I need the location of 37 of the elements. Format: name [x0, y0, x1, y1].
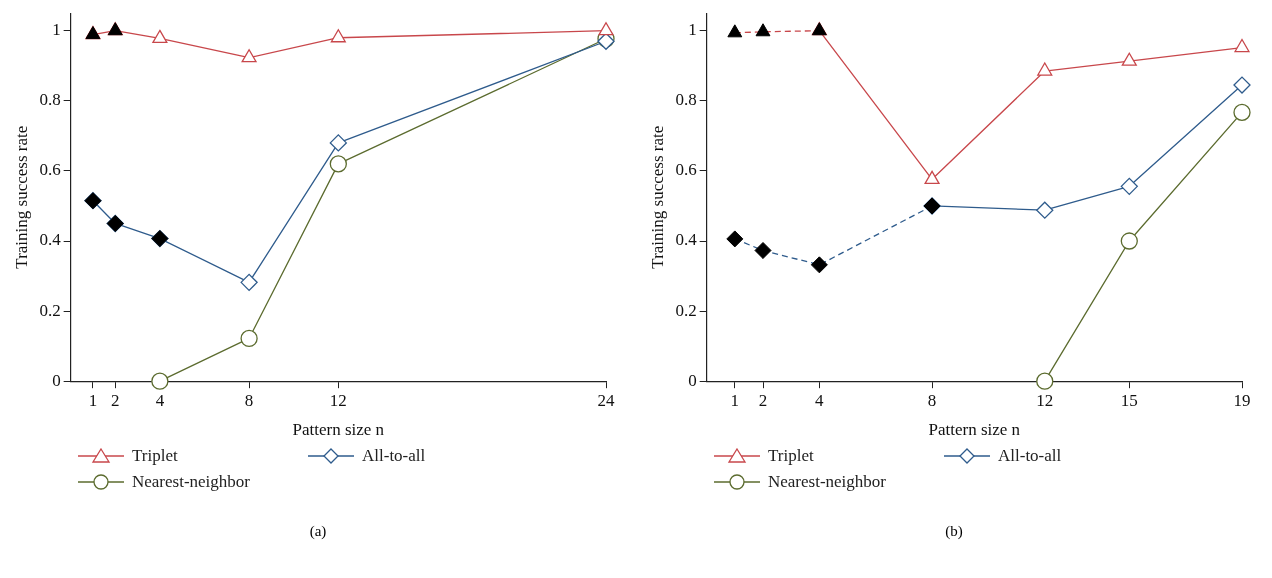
y-tick-label: 1: [688, 20, 697, 40]
x-tick-label: 15: [1120, 390, 1138, 410]
y-tick-label: 0.6: [675, 160, 697, 180]
x-tick-label: 8: [927, 390, 937, 410]
x-tick-label: 4: [815, 390, 825, 410]
legend-label: Triplet: [132, 446, 178, 466]
x-tick-label: 24: [597, 390, 615, 410]
y-tick-label: 0.4: [675, 230, 698, 250]
x-tick-label: 12: [1036, 390, 1054, 410]
x-tick-label: 2: [758, 390, 768, 410]
y-tick-label: 1: [52, 20, 61, 40]
y-tick-label: 0: [52, 370, 61, 390]
legend-label: All-to-all: [998, 446, 1062, 466]
y-tick-label: 0.4: [39, 230, 62, 250]
x-tick-label: 1: [88, 390, 98, 410]
legend-label: Nearest-neighbor: [132, 472, 251, 492]
x-tick-label: 2: [111, 390, 120, 410]
x-tick-label: 1: [730, 390, 740, 410]
y-axis-title: Training success rate: [11, 125, 31, 269]
x-axis-title: Pattern size n: [292, 420, 385, 440]
x-tick-label: 19: [1233, 390, 1251, 410]
text: (b): [944, 523, 964, 540]
y-axis-title: Training success rate: [647, 125, 667, 269]
x-tick-label: 12: [329, 390, 347, 410]
legend-label: Triplet: [768, 446, 814, 466]
y-tick-label: 0.2: [39, 300, 61, 320]
x-tick-label: 4: [155, 390, 165, 410]
y-tick-label: 0.8: [39, 90, 61, 110]
y-tick-label: 0.2: [675, 300, 697, 320]
legend-label: All-to-all: [362, 446, 426, 466]
y-tick-label: 0.8: [675, 90, 697, 110]
y-tick-label: 0: [688, 370, 697, 390]
y-tick-label: 0.6: [39, 160, 61, 180]
text: (a): [308, 523, 328, 540]
x-axis-title: Pattern size n: [928, 420, 1021, 440]
legend-label: Nearest-neighbor: [768, 472, 887, 492]
x-tick-label: 8: [244, 390, 254, 410]
